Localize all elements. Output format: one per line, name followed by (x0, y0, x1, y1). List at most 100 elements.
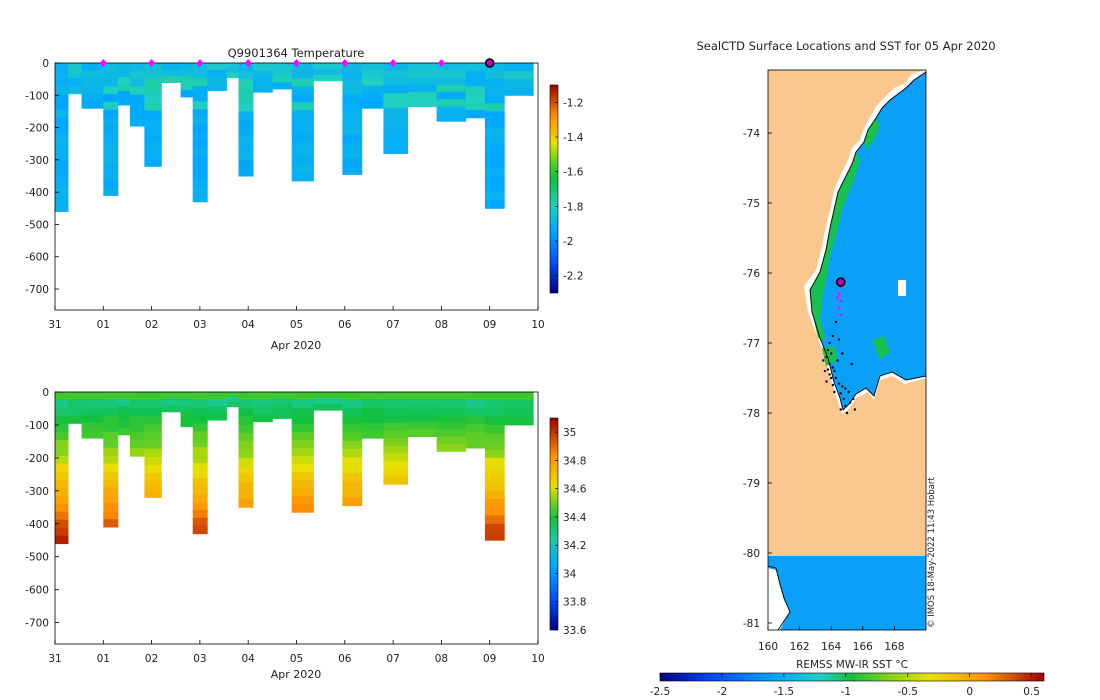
sal-profile-cell (129, 440, 145, 449)
sal-profile-cell (55, 527, 69, 537)
temp-profile-cell (55, 102, 69, 111)
sal-profile-cell (407, 421, 438, 430)
sal-profile-cell (192, 486, 208, 495)
sal-profile-cell (144, 440, 162, 450)
temperature-x-tick-label: 05 (290, 319, 303, 331)
map-lat-tick-label: -75 (743, 198, 760, 210)
temp-profile-cell (117, 98, 131, 106)
temp-profile-cell (144, 118, 162, 127)
temp-profile-cell (192, 155, 208, 164)
sal-profile-cell (436, 443, 467, 452)
temp-profile-cell (144, 134, 162, 143)
sal-profile-cell (55, 535, 69, 545)
sal-profile-cell (342, 440, 363, 450)
salinity-x-tick-label: 06 (338, 653, 352, 665)
temp-profile-cell (238, 95, 254, 104)
sal-profile-cell (144, 481, 162, 490)
temp-profile-cell (68, 78, 82, 87)
temperature-panel: Q9901364 Temperature 0 -100 -200 -300 -400 -5… (25, 46, 584, 352)
temp-profile-cell (192, 63, 208, 72)
sal-profile-cell (383, 407, 408, 416)
sal-profile-cell (465, 392, 486, 401)
sal-profile-cell (55, 511, 69, 521)
sal-profile-cell (361, 430, 384, 439)
temp-profile-cell (238, 151, 254, 161)
salinity-x-tick-label: 03 (193, 653, 206, 665)
temp-profile-cell (103, 63, 119, 72)
temperature-y-tick-label: -600 (25, 252, 49, 264)
salinity-x-tick-label: 08 (435, 653, 448, 665)
temp-profile-cell (192, 86, 208, 95)
temp-profile-cell (465, 102, 486, 111)
temp-profile-cell (484, 111, 505, 120)
sal-profile-cell (383, 422, 408, 431)
sal-profile-cell (192, 431, 208, 440)
sal-profile-cell (436, 429, 467, 437)
temp-profile-cell (144, 102, 162, 112)
temp-profile-cell (342, 63, 363, 72)
temperature-x-tick-label: 09 (483, 319, 496, 331)
sal-profile-cell (238, 499, 254, 508)
sal-profile-cell (465, 424, 486, 433)
sal-profile-cell (484, 392, 505, 401)
sal-profile-cell (504, 392, 534, 401)
temp-profile-cell (117, 70, 131, 78)
temp-profile-cell (383, 93, 408, 102)
sal-profile-cell (342, 424, 363, 434)
sal-profile-cell (129, 408, 145, 417)
temp-profile-cell (103, 125, 119, 134)
temp-profile-cell (253, 63, 273, 71)
sal-profile-cell (361, 399, 384, 408)
sal-profile-cell (291, 408, 314, 417)
temperature-colorbar-tick-label: -1.4 (563, 132, 584, 144)
track-point (830, 352, 833, 355)
sal-profile-cell (180, 405, 194, 414)
sal-profile-cell (484, 507, 505, 516)
sal-profile-cell (129, 392, 145, 401)
sal-profile-cell (117, 420, 131, 429)
sal-profile-cell (253, 392, 273, 400)
temp-profile-cell (465, 70, 486, 80)
temp-profile-cell (144, 94, 162, 104)
sal-profile-cell (436, 406, 467, 415)
temp-profile-cell (103, 94, 119, 103)
sal-profile-cell (291, 504, 314, 513)
sal-profile-cell (383, 392, 408, 401)
temperature-y-tick-label: -400 (25, 187, 49, 199)
sal-profile-cell (484, 400, 505, 409)
sal-profile-cell (55, 431, 69, 441)
temp-profile-cell (55, 117, 69, 126)
temp-profile-cell (465, 63, 486, 72)
temp-profile-cell (144, 78, 162, 88)
sal-profile-cell (361, 407, 384, 416)
temp-profile-cell (103, 179, 119, 189)
temp-profile-cell (103, 172, 119, 181)
sal-profile-cell (129, 432, 145, 441)
temp-profile-cell (484, 159, 505, 169)
sal-profile-cell (55, 503, 69, 513)
sal-profile-cell (484, 433, 505, 442)
temp-profile-cell (238, 143, 254, 153)
temperature-y-tick-label: -200 (25, 123, 49, 135)
track-point (822, 359, 825, 362)
temperature-colorbar-tick-label: -1.8 (563, 201, 584, 213)
sst-colorbar-tick-label: -1.5 (774, 686, 795, 698)
temp-profile-cell (291, 102, 314, 111)
temp-profile-cell (291, 118, 314, 127)
temperature-x-tick-label: 04 (242, 319, 256, 331)
temp-profile-cell (484, 71, 505, 80)
sal-profile-cell (484, 457, 505, 467)
sal-profile-cell (103, 519, 119, 528)
sal-profile-cell (238, 441, 254, 451)
sal-profile-cell (383, 415, 408, 424)
temp-profile-cell (238, 79, 254, 88)
sal-profile-cell (407, 392, 438, 400)
map-lat-tick-label: -78 (743, 408, 760, 420)
track-point (825, 355, 828, 359)
sal-profile-cell (484, 466, 505, 475)
temp-profile-cell (407, 70, 438, 79)
sal-profile-cell (117, 413, 131, 421)
temp-profile-cell (192, 109, 208, 118)
temp-profile-cell (55, 156, 69, 166)
